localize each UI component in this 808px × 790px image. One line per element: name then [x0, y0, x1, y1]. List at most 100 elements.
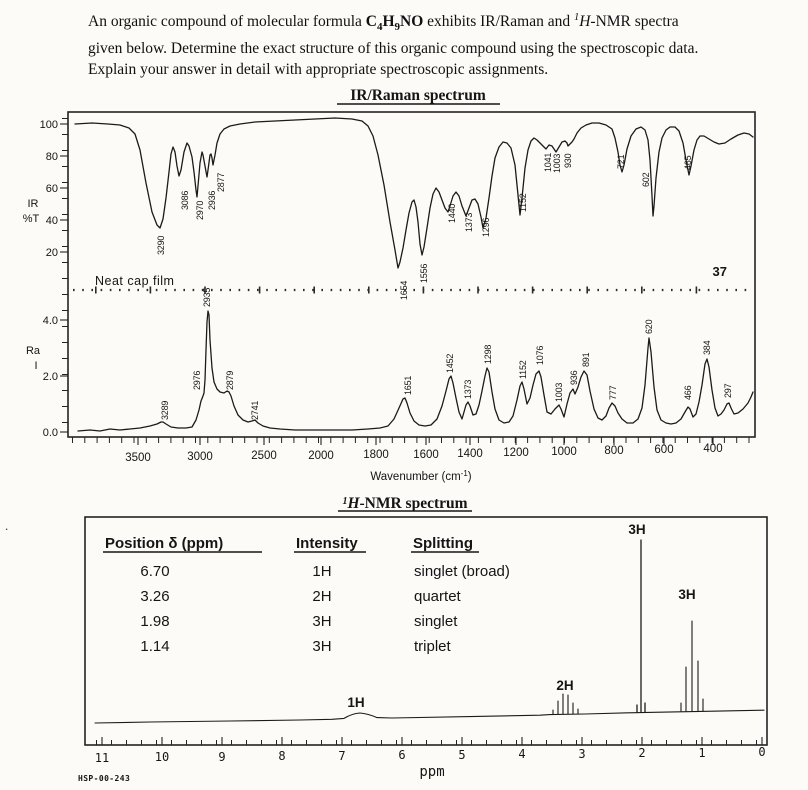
ppm-tick: 4	[518, 747, 525, 761]
x-tick: 2000	[308, 450, 334, 462]
table-header-position: Position δ (ppm)	[105, 535, 223, 552]
question-line-2: given below. Determine the exact structu…	[88, 40, 699, 58]
cell-position: 6.70	[140, 563, 169, 580]
raman-peak-label: 2976	[192, 371, 202, 390]
ppm-tick: 2	[638, 746, 645, 760]
ir-trace	[74, 117, 754, 269]
cell-splitting: singlet (broad)	[414, 563, 510, 580]
raman-ytick: 0.0	[43, 427, 58, 439]
x-tick: 600	[654, 444, 673, 456]
ir-peak-label: 1041	[543, 153, 553, 172]
nmr-triplet-3h	[680, 620, 704, 712]
x-tick: 1800	[363, 449, 389, 461]
ppm-tick: 6	[398, 748, 405, 762]
ppm-tick: 1	[698, 746, 705, 760]
nmr-assignment-table: Position δ (ppm) Intensity Splitting 6.7…	[103, 535, 510, 655]
molecular-formula: C4H9NO	[365, 13, 424, 34]
question-line-3: Explain your answer in detail with appro…	[88, 61, 549, 79]
y-axis-major-ticks	[60, 123, 68, 433]
x-tick: 400	[703, 443, 722, 455]
cell-intensity: 2H	[312, 588, 331, 605]
raman-axis-label: I	[34, 360, 37, 372]
x-tick: 1600	[413, 449, 439, 461]
ppm-tick: 3	[578, 747, 585, 761]
table-header-intensity: Intensity	[296, 535, 358, 552]
ir-peak-labels: 3290 3086 2970 2936 2877 1654 1556 1440 …	[156, 153, 693, 300]
table-row: 3.26 2H quartet	[140, 588, 461, 605]
table-header-splitting: Splitting	[413, 535, 473, 552]
question-l1a: An organic compound of molecular formula	[88, 13, 362, 31]
question-l1b: exhibits IR/Raman and	[427, 13, 571, 31]
ir-peak-label: 1296	[481, 218, 491, 237]
cell-position: 1.14	[140, 638, 169, 655]
ppm-tick-labels: 11 10 9 8 7 6 5 4 3 2 1 0	[95, 745, 766, 765]
x-axis-tick-labels: 3500 3000 2500 2000 1800 1600 1400 1200 …	[125, 443, 722, 464]
raman-peak-label: 891	[581, 352, 591, 367]
raman-peak-label: 1651	[403, 376, 413, 395]
x-axis-major-ticks	[137, 437, 714, 445]
ir-peak-label: 1003	[552, 154, 562, 173]
raman-peak-label: 384	[702, 340, 712, 355]
ppm-tick: 0	[758, 745, 765, 759]
ir-axis-label: %T	[23, 213, 40, 225]
ppm-major-ticks	[101, 737, 763, 745]
ppm-tick: 8	[278, 749, 285, 763]
ir-peak-label: 2877	[216, 173, 226, 192]
ir-peak-label: 2936	[207, 191, 217, 210]
ir-ytick: 80	[46, 151, 58, 163]
ir-peak-label: 1654	[399, 281, 409, 300]
x-axis-title: Wavenumber (cm-1)	[370, 469, 471, 483]
raman-peak-label: 2741	[250, 401, 260, 420]
ppm-axis-title: ppm	[419, 764, 444, 780]
raman-peak-label: 1003	[554, 383, 564, 402]
nmr-quartet-2h	[552, 693, 579, 715]
scan-artifact-dot: .	[5, 518, 9, 533]
x-tick: 1400	[457, 448, 483, 460]
raman-peak-label: 1298	[483, 345, 493, 364]
ir-peak-label: 3086	[180, 191, 190, 210]
ir-peak-label: 721	[616, 154, 626, 169]
raman-peak-label: 466	[683, 385, 693, 400]
ir-peak-label: 602	[641, 172, 651, 187]
question-text: An organic compound of molecular formula…	[88, 7, 780, 80]
raman-peak-label: 1152	[518, 360, 528, 379]
sample-note: Neat cap film	[95, 274, 174, 288]
ppm-tick: 10	[155, 750, 169, 764]
raman-peak-label: 620	[644, 319, 654, 334]
cell-position: 1.98	[140, 613, 169, 630]
ir-raman-title: IR/Raman spectrum	[350, 87, 486, 104]
cell-position: 3.26	[140, 588, 169, 605]
raman-peak-label: 2935	[202, 288, 212, 307]
raman-ytick: 4.0	[43, 315, 58, 327]
ir-axis-label: IR	[28, 198, 39, 210]
x-tick: 800	[604, 445, 623, 457]
nmr-peak-label-3h-triplet: 3H	[678, 587, 695, 602]
nmr-peak-label-2h: 2H	[556, 678, 573, 693]
ir-raman-figure: IR/Raman spectrum 100 80 60 40 20 IR %T …	[23, 87, 756, 483]
cell-splitting: quartet	[414, 588, 462, 605]
cell-intensity: 3H	[312, 638, 331, 655]
ppm-tick: 9	[218, 750, 225, 764]
cell-splitting: singlet	[414, 613, 458, 630]
x-tick: 3500	[125, 452, 151, 464]
ir-ytick: 40	[46, 215, 58, 227]
cell-intensity: 3H	[312, 613, 331, 630]
ir-peak-label: 1556	[419, 264, 429, 283]
raman-trace	[77, 310, 754, 432]
cell-intensity: 1H	[312, 563, 331, 580]
question-l1c: -NMR spectra	[590, 13, 679, 31]
ir-peak-label: 930	[563, 153, 573, 168]
raman-peak-label: 2879	[225, 371, 235, 390]
nmr-term: 1H	[573, 12, 591, 31]
nmr-title: 1H-NMR spectrum	[342, 495, 467, 512]
x-tick: 2500	[251, 450, 277, 462]
raman-peak-label: 1373	[463, 380, 473, 399]
nmr-baseline-trace	[94, 709, 765, 724]
raman-peak-label: 1452	[445, 354, 455, 373]
table-row: 1.98 3H singlet	[140, 613, 458, 630]
raman-peak-label: 1076	[535, 346, 545, 365]
x-tick: 1200	[503, 447, 529, 459]
ppm-tick: 11	[95, 751, 109, 765]
ir-peak-label: 2970	[195, 201, 205, 220]
